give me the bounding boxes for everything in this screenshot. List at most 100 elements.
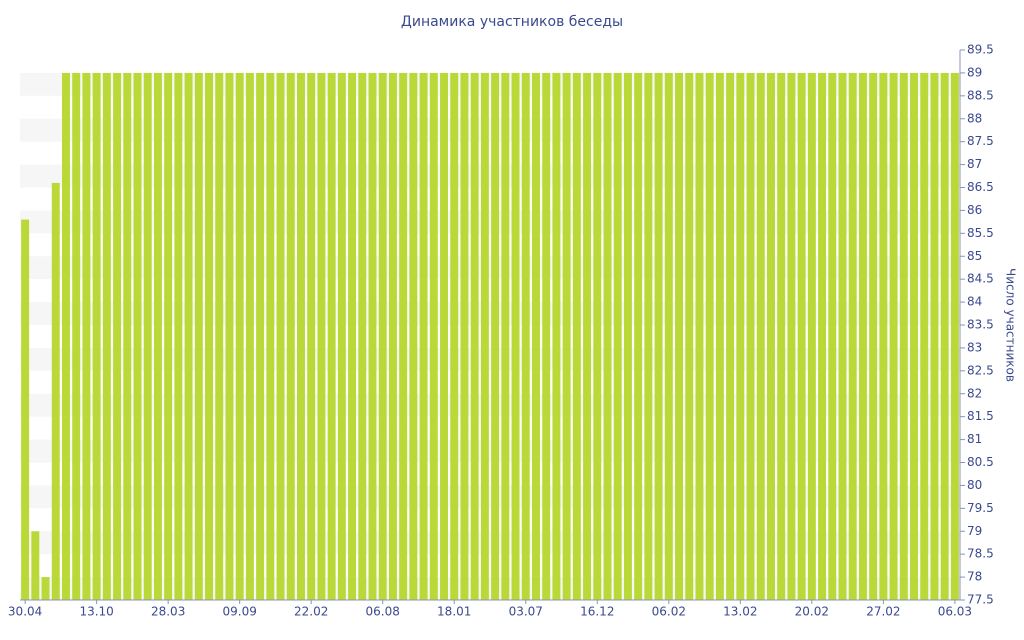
x-tick-label: 09.09 <box>222 605 256 619</box>
bar <box>153 72 162 600</box>
bar <box>869 72 878 600</box>
bar <box>654 72 663 600</box>
bar <box>695 72 704 600</box>
bar <box>705 72 714 600</box>
bar <box>889 72 898 600</box>
y-tick-label: 87.5 <box>967 134 994 148</box>
bar <box>194 72 203 600</box>
bar <box>879 72 888 600</box>
bar <box>358 72 367 600</box>
y-tick-label: 87 <box>967 157 982 171</box>
bar <box>726 72 735 600</box>
bar <box>797 72 806 600</box>
bar <box>613 72 622 600</box>
bar <box>470 72 479 600</box>
bar <box>102 72 111 600</box>
bar <box>828 72 837 600</box>
grid-band <box>20 485 960 509</box>
bar <box>818 72 827 600</box>
y-tick-label: 83.5 <box>967 318 994 332</box>
bar <box>521 72 530 600</box>
bar <box>685 72 694 600</box>
x-tick-label: 16.12 <box>580 605 614 619</box>
grid-band <box>20 256 960 280</box>
bar <box>215 72 224 600</box>
grid-band <box>20 531 960 555</box>
bar <box>92 72 101 600</box>
bar <box>501 72 510 600</box>
bar <box>777 72 786 600</box>
y-tick-label: 86.5 <box>967 180 994 194</box>
bar <box>930 72 939 600</box>
grid-band <box>20 393 960 417</box>
bar <box>766 72 775 600</box>
bar <box>644 72 653 600</box>
bar <box>31 531 40 600</box>
grid-band <box>20 118 960 142</box>
y-tick-label: 79 <box>967 524 982 538</box>
x-tick-label: 27.02 <box>866 605 900 619</box>
bar <box>440 72 449 600</box>
y-tick-label: 78.5 <box>967 547 994 561</box>
y-tick-label: 83 <box>967 340 982 354</box>
x-tick-label: 13.10 <box>79 605 113 619</box>
y-tick-label: 85 <box>967 249 982 263</box>
x-tick-label: 18.01 <box>437 605 471 619</box>
bar <box>920 72 929 600</box>
bar <box>184 72 193 600</box>
bar <box>899 72 908 600</box>
bar <box>61 72 70 600</box>
bar <box>82 72 91 600</box>
y-tick-label: 84.5 <box>967 272 994 286</box>
bar <box>736 72 745 600</box>
bar <box>307 72 316 600</box>
bar <box>542 72 551 600</box>
bar <box>848 72 857 600</box>
bar <box>21 219 30 601</box>
bar <box>317 72 326 600</box>
bar <box>603 72 612 600</box>
bar <box>858 72 867 600</box>
x-tick-label: 03.07 <box>509 605 543 619</box>
bar <box>113 72 122 600</box>
bar <box>746 72 755 600</box>
y-tick-label: 81 <box>967 432 982 446</box>
y-tick-label: 88 <box>967 111 982 125</box>
grid-band <box>20 439 960 463</box>
x-tick-label: 06.03 <box>938 605 972 619</box>
x-tick-label: 06.08 <box>366 605 400 619</box>
bar <box>664 72 673 600</box>
bar <box>593 72 602 600</box>
bar <box>378 72 387 600</box>
bar <box>950 72 959 600</box>
bar <box>276 72 285 600</box>
bar <box>460 72 469 600</box>
bar <box>123 72 132 600</box>
bar <box>51 182 60 600</box>
y-axis-title: Число участников <box>1004 268 1018 382</box>
y-tick-label: 82 <box>967 386 982 400</box>
bar <box>480 72 489 600</box>
bar <box>675 72 684 600</box>
bar <box>205 72 214 600</box>
y-tick-label: 88.5 <box>967 88 994 102</box>
y-tick-label: 80 <box>967 478 982 492</box>
bar <box>164 72 173 600</box>
bar <box>491 72 500 600</box>
bar <box>756 72 765 600</box>
x-tick-label: 30.04 <box>8 605 42 619</box>
y-tick-label: 89 <box>967 65 982 79</box>
bar <box>174 72 183 600</box>
y-tick-label: 77.5 <box>967 593 994 607</box>
bar <box>256 72 265 600</box>
bar <box>562 72 571 600</box>
grid-band <box>20 302 960 325</box>
y-tick-label: 84 <box>967 295 982 309</box>
y-tick-label: 89.5 <box>967 43 994 57</box>
y-tick-label: 80.5 <box>967 455 994 469</box>
bar <box>143 72 152 600</box>
bar <box>552 72 561 600</box>
bar <box>388 72 397 600</box>
